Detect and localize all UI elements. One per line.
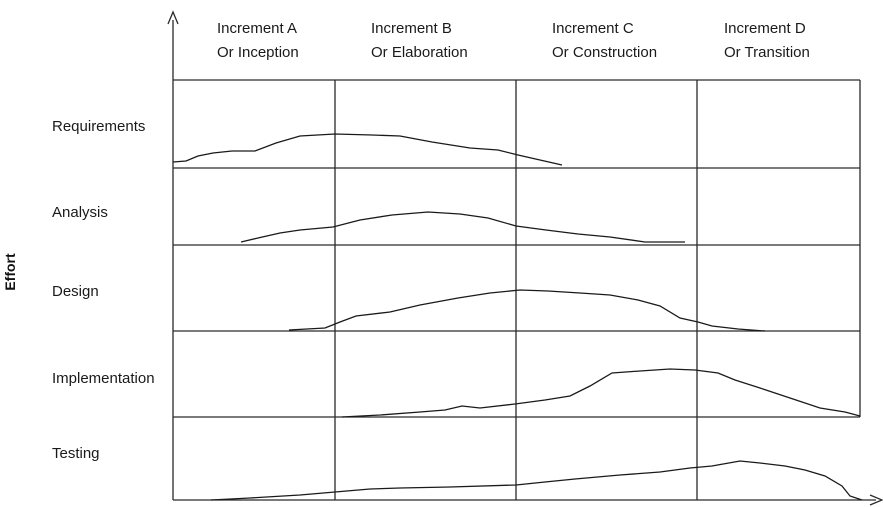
phase-b-title: Increment B xyxy=(371,20,452,37)
design-effort-curve xyxy=(288,289,766,332)
phase-d-subtitle: Or Transition xyxy=(724,44,810,61)
requirements-effort-curve xyxy=(172,133,563,166)
phase-c-title: Increment C xyxy=(552,20,634,37)
y-axis-title: Effort xyxy=(2,253,18,291)
row-label-implementation: Implementation xyxy=(52,370,155,387)
x-axis-arrow xyxy=(869,494,883,506)
implementation-effort-curve xyxy=(341,368,861,418)
phase-c-subtitle: Or Construction xyxy=(552,44,657,61)
phase-b-subtitle: Or Elaboration xyxy=(371,44,468,61)
analysis-effort-curve xyxy=(240,211,685,243)
phase-a-title: Increment A xyxy=(217,20,297,37)
y-axis-arrow xyxy=(167,10,179,25)
phase-d-title: Increment D xyxy=(724,20,806,37)
row-label-design: Design xyxy=(52,283,99,300)
testing-effort-curve xyxy=(210,460,863,501)
row-label-testing: Testing xyxy=(52,445,100,462)
row-label-requirements: Requirements xyxy=(52,118,145,135)
phase-a-subtitle: Or Inception xyxy=(217,44,299,61)
row-label-analysis: Analysis xyxy=(52,204,108,221)
